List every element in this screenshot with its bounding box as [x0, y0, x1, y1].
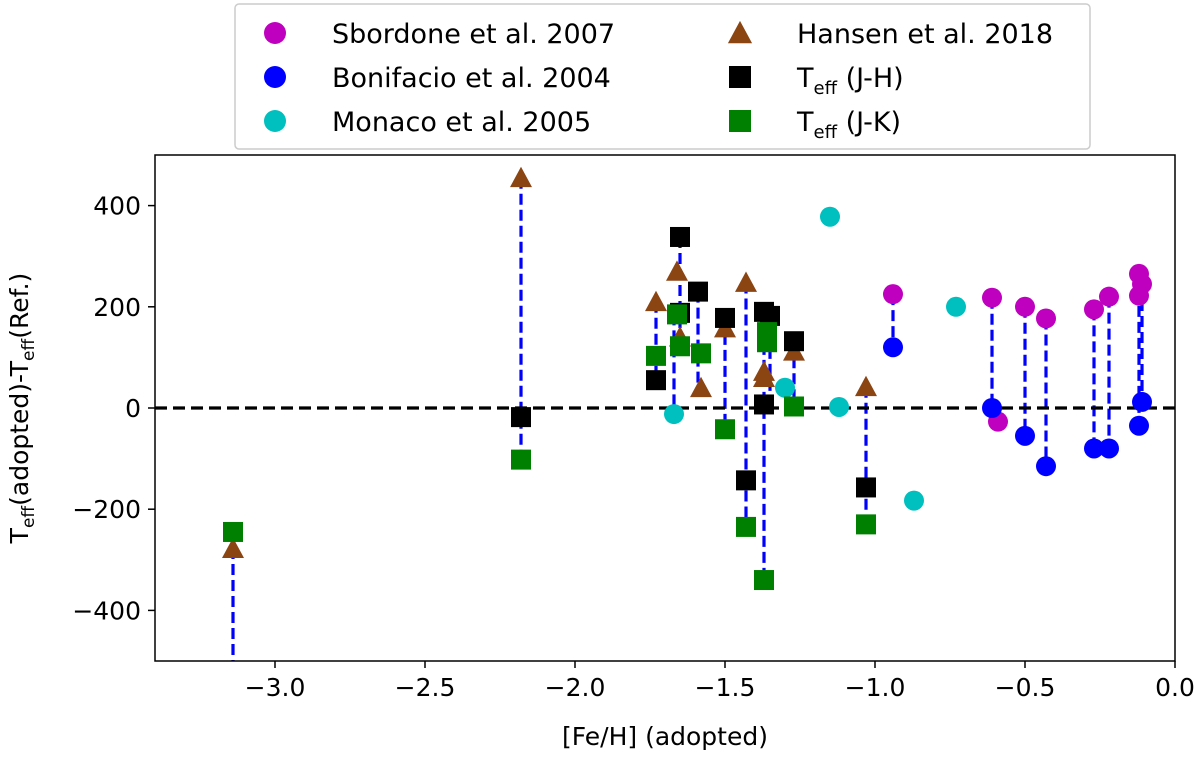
legend-marker-monaco — [264, 110, 286, 132]
monaco-point — [775, 377, 795, 398]
jk-point — [511, 449, 531, 470]
jk-point — [691, 343, 711, 364]
jk-point — [856, 514, 876, 535]
x-tick-label: −2.0 — [545, 673, 606, 702]
legend-box — [234, 3, 1091, 150]
jh-point — [754, 394, 774, 415]
jk-point — [715, 419, 735, 440]
jh-point — [760, 305, 780, 326]
legend-marker-sbordone — [264, 22, 286, 44]
y-axis-label-mid: (adopted)-T — [5, 360, 34, 506]
y-tick-label: −200 — [72, 495, 141, 524]
sbordone-point — [1132, 274, 1152, 295]
legend: Sbordone et al. 2007 Bonifacio et al. 200… — [234, 3, 1091, 150]
jh-point — [646, 370, 666, 391]
x-tick-label: −1.5 — [695, 673, 756, 702]
x-tick-label: −0.5 — [995, 673, 1056, 702]
x-tick-label: 0.0 — [1155, 673, 1195, 702]
jk-point — [670, 336, 690, 357]
legend-marker-jk — [729, 110, 751, 132]
x-axis-ticks: −3.0 −2.5 −2.0 −1.5 −1.0 −0.5 0.0 — [245, 661, 1195, 702]
y-axis-label-tail: (Ref.) — [5, 273, 34, 339]
legend-marker-jh — [729, 66, 751, 88]
hansen-point — [735, 271, 757, 292]
hansen-point — [222, 537, 244, 559]
jh-point — [688, 281, 708, 302]
bonifacio-point — [1036, 456, 1056, 477]
y-tick-label: 200 — [93, 293, 141, 322]
sbordone-point — [1036, 308, 1056, 329]
jh-point — [715, 307, 735, 328]
y-axis-label-base: T — [5, 527, 34, 544]
jk-point — [223, 521, 243, 542]
monaco-point — [664, 404, 684, 425]
y-tick-label: 400 — [93, 192, 141, 221]
sbordone-point — [1099, 286, 1119, 307]
sbordone-point — [1084, 299, 1104, 320]
y-axis-ticks: −400 −200 0 200 400 — [72, 192, 155, 625]
bonifacio-point — [1084, 438, 1104, 459]
jk-point — [646, 345, 666, 366]
jk-point — [736, 516, 756, 537]
monaco-point — [820, 206, 840, 227]
bonifacio-point — [1099, 438, 1119, 459]
monaco-point — [904, 490, 924, 511]
data-points — [222, 166, 1152, 591]
monaco-point — [946, 296, 966, 317]
legend-label-sbordone: Sbordone et al. 2007 — [332, 19, 615, 50]
jk-point — [754, 570, 774, 591]
x-tick-label: −2.5 — [395, 673, 456, 702]
y-axis-label-sub2: eff — [19, 337, 39, 360]
jh-point — [670, 226, 690, 247]
legend-label-hansen: Hansen et al. 2018 — [797, 19, 1053, 50]
jh-point — [856, 477, 876, 498]
bonifacio-point — [1132, 391, 1152, 412]
legend-marker-hansen — [727, 20, 753, 44]
y-tick-label: −400 — [72, 596, 141, 625]
jh-point — [784, 331, 804, 352]
jk-point — [784, 396, 804, 417]
hansen-point — [753, 366, 775, 387]
sbordone-point — [883, 284, 903, 305]
y-tick-label: 0 — [125, 394, 141, 423]
bonifacio-point — [982, 398, 1002, 418]
hansen-point — [666, 260, 688, 281]
legend-marker-bonifacio — [264, 66, 286, 88]
hansen-point — [855, 375, 877, 397]
monaco-point — [829, 396, 849, 417]
sbordone-point — [982, 287, 1002, 308]
legend-label-monaco: Monaco et al. 2005 — [332, 107, 591, 138]
x-axis-label: [Fe/H] (adopted) — [562, 722, 768, 751]
y-axis-label: Teff(adopted)-Teff(Ref.) — [5, 273, 39, 545]
y-axis-label-sub1: eff — [19, 505, 39, 528]
hansen-point — [645, 290, 667, 312]
jh-point — [511, 407, 531, 428]
hansen-point — [690, 376, 712, 398]
hansen-point — [510, 166, 532, 188]
bonifacio-point — [1015, 425, 1035, 446]
legend-label-jh: Teff (J-H) — [796, 63, 904, 99]
jk-point — [667, 304, 687, 325]
jk-point — [757, 332, 777, 353]
bonifacio-point — [883, 337, 903, 358]
legend-label-jk: Teff (J-K) — [796, 107, 901, 143]
bonifacio-point — [1129, 415, 1149, 436]
x-tick-label: −1.0 — [845, 673, 906, 702]
legend-label-bonifacio: Bonifacio et al. 2004 — [332, 63, 611, 94]
jh-point — [736, 470, 756, 491]
x-tick-label: −3.0 — [245, 673, 306, 702]
sbordone-point — [1015, 296, 1035, 317]
